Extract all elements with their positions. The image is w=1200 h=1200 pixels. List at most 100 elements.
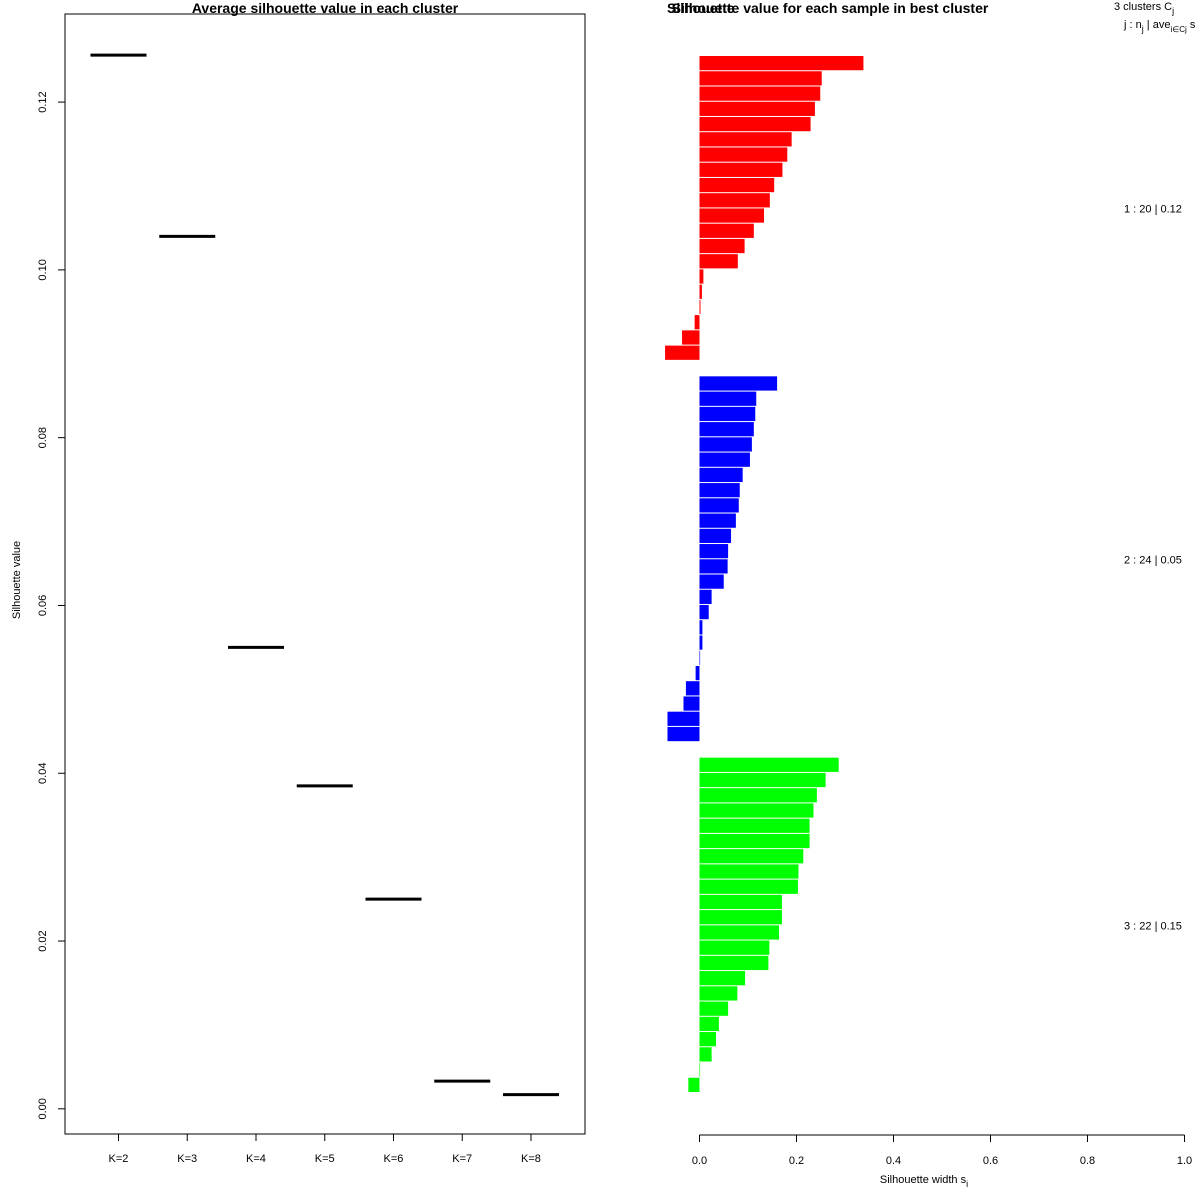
- silhouette-bar: [699, 925, 780, 940]
- right-x-axis-label: Silhouette width si: [880, 1174, 968, 1189]
- y-tick-label: 0.04: [37, 763, 49, 784]
- x-tick-label: K=3: [177, 1153, 197, 1165]
- silhouette-bar: [699, 757, 839, 772]
- silhouette-bar: [699, 849, 804, 864]
- x-tick-label: 0.6: [983, 1155, 998, 1167]
- x-tick-label: K=2: [109, 1153, 129, 1165]
- silhouette-bar: [699, 879, 798, 894]
- silhouette-bar: [699, 452, 750, 467]
- silhouette-bar: [699, 56, 864, 71]
- x-tick-label: 0.0: [692, 1155, 707, 1167]
- silhouette-bar: [699, 284, 702, 299]
- silhouette-bar: [699, 193, 770, 208]
- silhouette-bar: [699, 147, 788, 162]
- cluster-label: 1 : 20 | 0.12: [1124, 203, 1182, 215]
- silhouette-bar: [699, 223, 754, 238]
- silhouette-bar: [699, 589, 712, 604]
- silhouette-bar: [699, 1062, 701, 1077]
- silhouette-bar: [699, 650, 701, 665]
- left-y-axis: 0.00 0.02 0.04 0.06 0.08 0.10 0.12: [37, 91, 66, 1120]
- x-tick-label: 0.8: [1080, 1155, 1095, 1167]
- silhouette-bar: [699, 116, 811, 132]
- silhouette-bar: [699, 574, 724, 589]
- silhouette-bar: [699, 986, 738, 1001]
- silhouette-bar: [699, 513, 736, 528]
- x-tick-label: K=8: [521, 1153, 541, 1165]
- x-tick-label: 0.4: [886, 1155, 901, 1167]
- silhouette-bar: [694, 315, 700, 330]
- silhouette-bar: [699, 391, 757, 406]
- right-chart-title: Silhouette value for each sample in best…: [672, 0, 989, 16]
- silhouette-bar: [699, 528, 732, 544]
- right-chart-title-overlay: Silhouette: [667, 0, 735, 16]
- silhouette-bar: [699, 788, 817, 803]
- cluster-label: 3 : 22 | 0.15: [1124, 920, 1182, 932]
- silhouette-bar: [665, 345, 700, 360]
- silhouette-bar: [699, 940, 770, 955]
- left-series: [90, 53, 559, 1097]
- silhouette-bar: [699, 86, 821, 101]
- silhouette-bars: [665, 56, 864, 1092]
- silhouette-bar: [699, 437, 752, 452]
- silhouette-bar: [699, 299, 701, 315]
- silhouette-bar: [699, 467, 743, 483]
- y-tick-label: 0.12: [37, 91, 49, 112]
- silhouette-bar: [699, 254, 738, 269]
- x-tick-label: 0.2: [789, 1155, 804, 1167]
- silhouette-bar: [699, 604, 709, 620]
- y-tick-label: 0.08: [37, 427, 49, 448]
- silhouette-bar: [695, 665, 700, 681]
- silhouette-bar: [685, 681, 700, 696]
- left-chart-title: Average silhouette value in each cluster: [192, 0, 459, 16]
- silhouette-bar: [699, 1001, 729, 1016]
- silhouette-bar: [699, 498, 739, 513]
- silhouette-bar: [699, 955, 769, 971]
- y-tick-label: 0.02: [37, 930, 49, 951]
- left-y-axis-label: Silhouette value: [11, 541, 23, 619]
- y-tick-label: 0.00: [37, 1098, 49, 1119]
- x-tick-label: 1.0: [1177, 1155, 1192, 1167]
- silhouette-bar: [699, 803, 814, 818]
- silhouette-bar: [688, 1077, 700, 1092]
- x-tick-label: K=7: [452, 1153, 472, 1165]
- silhouette-bar: [699, 132, 792, 147]
- silhouette-bar: [699, 269, 704, 284]
- silhouette-bar: [683, 696, 700, 711]
- silhouette-bar: [699, 635, 703, 650]
- silhouette-bar: [699, 818, 810, 833]
- silhouette-bar: [699, 483, 740, 498]
- silhouette-bar: [699, 1047, 712, 1062]
- silhouette-bar: [699, 71, 822, 86]
- silhouette-bar: [699, 833, 810, 849]
- y-tick-label: 0.06: [37, 595, 49, 616]
- left-x-axis: K=2 K=3 K=4 K=5 K=6 K=7 K=8: [109, 1133, 541, 1165]
- silhouette-bar: [699, 208, 765, 223]
- silhouette-bar: [699, 894, 782, 910]
- silhouette-bar: [699, 620, 703, 635]
- silhouette-bar: [667, 711, 700, 726]
- x-tick-label: K=4: [246, 1153, 266, 1165]
- silhouette-bar: [699, 544, 729, 559]
- y-tick-label: 0.10: [37, 259, 49, 280]
- cluster-labels: 1 : 20 | 0.12 2 : 24 | 0.05 3 : 22 | 0.15: [1124, 203, 1182, 932]
- silhouette-bar: [699, 422, 754, 437]
- silhouette-bar: [699, 238, 745, 254]
- silhouette-bar: [699, 1016, 719, 1032]
- silhouette-bar: [699, 406, 756, 422]
- silhouette-bar: [682, 330, 700, 345]
- right-x-axis: 0.0 0.2 0.4 0.6 0.8 1.0: [692, 1134, 1192, 1167]
- x-tick-label: K=6: [384, 1153, 404, 1165]
- silhouette-bar: [699, 910, 782, 925]
- silhouette-bar: [699, 971, 746, 986]
- silhouette-bar: [699, 772, 826, 788]
- left-plot-frame: [64, 13, 586, 1135]
- silhouette-bar: [699, 162, 783, 177]
- x-tick-label: K=5: [315, 1153, 335, 1165]
- cluster-label: 2 : 24 | 0.05: [1124, 554, 1182, 566]
- silhouette-bar: [699, 1032, 716, 1047]
- silhouette-bar: [699, 559, 728, 574]
- silhouette-bar: [699, 864, 799, 879]
- silhouette-bar: [699, 177, 775, 193]
